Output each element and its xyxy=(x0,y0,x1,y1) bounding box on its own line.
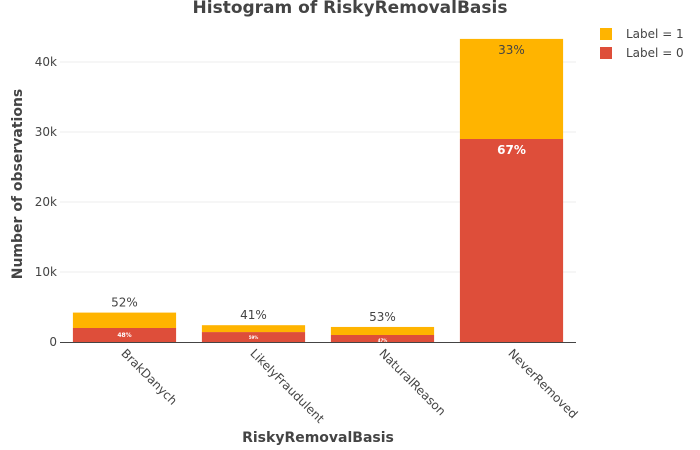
legend-swatch xyxy=(600,28,612,40)
data-label-label0: 67% xyxy=(497,143,526,157)
data-label-label0: 59% xyxy=(249,335,259,340)
bar-label0-BrakDanych xyxy=(72,328,177,342)
y-axis-title: Number of observations xyxy=(10,89,26,280)
bar-label1-BrakDanych xyxy=(72,312,177,328)
bar-label1-NaturalReason xyxy=(330,326,435,335)
y-tick-label: 10k xyxy=(35,265,57,279)
label-layer: 48% 52% 59% 41% 47% 53% 67% 33% xyxy=(111,43,526,343)
legend: Label = 1 Label = 0 xyxy=(600,27,684,60)
y-tick-label: 30k xyxy=(35,125,57,139)
bar-label0-NaturalReason xyxy=(330,335,435,342)
x-tick-label: BrakDanych xyxy=(118,346,180,408)
data-label-label1: 41% xyxy=(240,308,267,322)
y-tick-label: 20k xyxy=(35,195,57,209)
x-tick-label: NeverRemoved xyxy=(505,346,580,421)
bar-label1-LikelyFraudulent xyxy=(201,325,306,333)
legend-entry: Label = 1 xyxy=(626,27,684,41)
legend-swatch xyxy=(600,47,612,59)
x-tick-label: LikelyFraudulent xyxy=(247,346,327,426)
bar-layer xyxy=(72,38,564,342)
x-tick-label: NaturalReason xyxy=(376,346,448,418)
data-label-label0: 48% xyxy=(117,332,131,339)
data-label-label1: 33% xyxy=(498,43,525,57)
bar-label0-NeverRemoved xyxy=(459,139,564,342)
y-tick-label: 40k xyxy=(35,55,57,69)
legend-entry: Label = 0 xyxy=(626,46,684,60)
y-tick-label: 0 xyxy=(49,335,57,349)
chart-title: Histogram of RiskyRemovalBasis xyxy=(193,0,508,18)
bar-label1-NeverRemoved xyxy=(459,38,564,139)
x-axis-title: RiskyRemovalBasis xyxy=(242,430,394,446)
data-label-label1: 52% xyxy=(111,296,138,310)
data-label-label0: 47% xyxy=(378,338,388,343)
bar-label0-LikelyFraudulent xyxy=(201,332,306,342)
data-label-label1: 53% xyxy=(369,310,396,324)
